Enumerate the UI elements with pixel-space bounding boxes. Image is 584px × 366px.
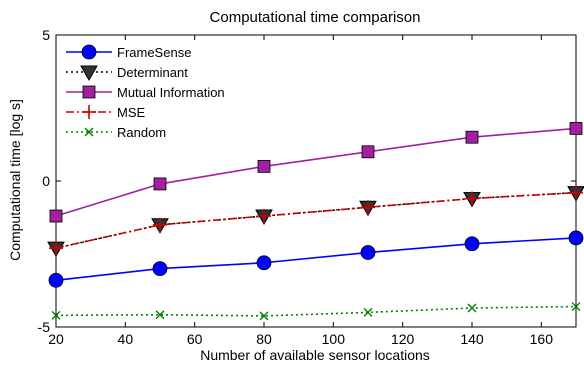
y-tick-label-0: -5 [38,319,51,335]
x-tick-label-1: 40 [118,331,134,347]
point-framesense-2 [256,255,272,271]
series-line-mutual-information [55,127,577,217]
point-random-3-b [363,307,373,317]
point-random-2 [259,311,269,321]
y-tick-label-2: 5 [42,27,50,43]
plot-area: 20 40 60 80 100 120 140 160 -5 0 5 [38,27,584,347]
point-random-5-b [571,302,581,312]
point-mse-2 [257,209,271,224]
point-random-4-b [467,303,477,313]
x-tick-label-6: 140 [460,331,484,347]
point-random-3 [363,307,373,317]
point-mutual-information-3 [361,145,375,159]
point-random-1 [155,310,165,320]
legend-label-framesense: FrameSense [117,45,191,60]
point-mse-4 [465,191,479,206]
point-random-2-b [259,311,269,321]
legend-marker-random [84,127,94,137]
point-framesense-4 [464,236,480,252]
point-mse-5 [569,185,583,200]
point-mutual-information-4 [465,130,479,144]
point-mutual-information-5 [569,122,583,135]
chart-title: Computational time comparison [210,9,421,26]
legend-marker-determinant [80,65,98,82]
legend-label-mutual-information: Mutual Information [117,85,225,100]
legend: FrameSense Determinant Mutual Information M… [66,44,225,140]
x-tick-label-4: 100 [322,331,346,347]
point-mse-1 [153,217,167,232]
x-tick-label-7: 160 [530,331,554,347]
legend-marker-random-b [84,127,94,137]
y-axis-label: Computational time [log s] [7,99,23,261]
series-line-framesense [55,237,577,282]
point-mse-3 [361,200,375,215]
point-random-1-b [155,310,165,320]
point-random-4 [467,303,477,313]
point-framesense-5 [568,230,584,246]
point-framesense-0 [48,272,64,288]
point-framesense-1 [152,261,168,277]
point-mutual-information-2 [257,159,271,173]
point-random-0-b [51,310,61,320]
x-tick-label-3: 80 [256,331,272,347]
point-framesense-3 [360,245,376,260]
point-mutual-information-0 [49,209,63,223]
x-tick-label-0: 20 [48,331,64,347]
series-line-mse [55,191,577,249]
legend-marker-framesense [81,44,97,60]
legend-label-determinant: Determinant [117,65,188,80]
y-tick-label-1: 0 [42,173,50,189]
series-line-determinant [55,191,577,249]
point-mse-0 [49,241,63,256]
series-line-random [55,305,577,317]
legend-label-random: Random [117,125,166,140]
point-random-0 [51,310,61,320]
legend-label-mse: MSE [117,105,146,120]
x-axis-label: Number of available sensor locations [200,347,430,363]
legend-marker-mse [82,105,96,119]
point-random-5 [571,302,581,312]
legend-marker-mutual-information [82,85,96,99]
x-tick-label-2: 60 [187,331,203,347]
x-tick-label-5: 120 [391,331,415,347]
point-mutual-information-1 [153,177,167,191]
